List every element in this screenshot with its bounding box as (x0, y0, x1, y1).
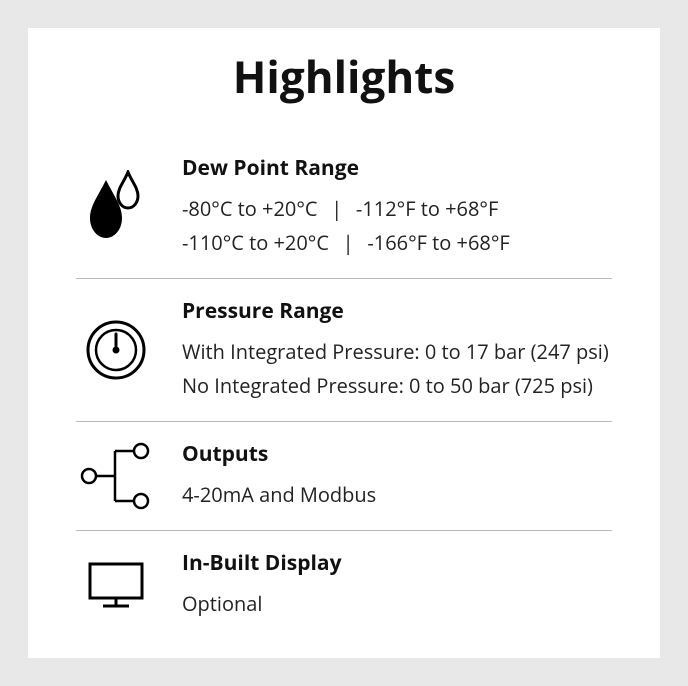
value-row: -110°C to +20°C | -166°F to +68°F (182, 226, 612, 260)
highlights-card: Highlights Dew Point Range -80°C to +20°… (28, 28, 660, 658)
section-content: Dew Point Range -80°C to +20°C | -112°F … (182, 154, 612, 260)
value-row: -80°C to +20°C | -112°F to +68°F (182, 192, 612, 226)
section-content: In-Built Display Optional (182, 549, 612, 621)
section-label: Outputs (182, 440, 612, 468)
nodes-icon (76, 441, 156, 511)
detail-line: Optional (182, 587, 612, 621)
section-dew-point: Dew Point Range -80°C to +20°C | -112°F … (76, 136, 612, 278)
droplets-icon (76, 170, 156, 244)
value-divider: | (334, 226, 362, 260)
detail-line: No Integrated Pressure: 0 to 50 bar (725… (182, 369, 612, 403)
value-fahrenheit: -112°F to +68°F (356, 195, 498, 222)
gauge-icon (76, 319, 156, 381)
detail-line: With Integrated Pressure: 0 to 17 bar (2… (182, 335, 612, 369)
section-outputs: Outputs 4-20mA and Modbus (76, 421, 612, 530)
section-display: In-Built Display Optional (76, 530, 612, 639)
section-pressure: Pressure Range With Integrated Pressure:… (76, 278, 612, 421)
value-fahrenheit: -166°F to +68°F (367, 229, 509, 256)
value-divider: | (323, 192, 351, 226)
monitor-icon (76, 561, 156, 609)
section-label: Dew Point Range (182, 154, 612, 182)
value-celsius: -80°C to +20°C (182, 195, 318, 222)
page-title: Highlights (76, 46, 612, 106)
section-label: Pressure Range (182, 297, 612, 325)
detail-line: 4-20mA and Modbus (182, 478, 612, 512)
section-content: Outputs 4-20mA and Modbus (182, 440, 612, 512)
section-content: Pressure Range With Integrated Pressure:… (182, 297, 612, 403)
value-celsius: -110°C to +20°C (182, 229, 329, 256)
section-label: In-Built Display (182, 549, 612, 577)
